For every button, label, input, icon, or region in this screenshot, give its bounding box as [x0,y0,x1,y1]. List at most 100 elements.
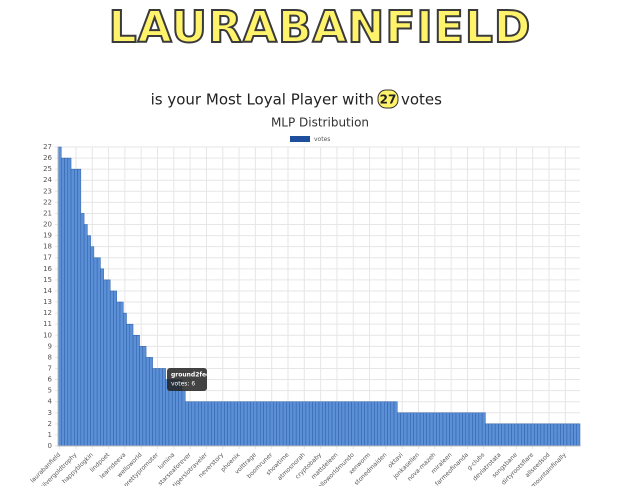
bar [77,168,82,447]
y-tick-label: 15 [43,276,52,284]
bar [292,401,297,447]
y-tick-label: 16 [43,265,52,273]
bar [426,412,431,447]
bar [198,401,202,447]
bar [328,401,333,447]
bar [181,390,186,447]
bar [136,335,140,447]
bar [521,423,525,447]
bar [269,401,274,447]
bar [188,401,193,447]
bar [184,401,189,447]
bar [455,412,460,447]
y-tick-label: 17 [43,254,52,262]
bar [387,401,392,447]
y-tick-label: 9 [48,342,52,350]
bar [132,335,137,447]
bar [217,401,222,447]
y-tick-label: 22 [43,198,52,206]
bar [511,423,515,447]
bar [462,412,467,447]
bar [201,401,206,447]
bar [87,235,91,447]
bar [543,423,548,447]
y-tick-label: 25 [43,165,52,173]
bar [481,412,486,447]
bar [308,401,313,447]
y-tick-label: 13 [43,298,52,306]
bar [361,401,365,447]
badge: 27 [380,93,397,107]
bar [295,401,300,447]
bar [260,401,264,447]
tooltip-title: ground2feet [171,372,213,379]
bar [416,412,421,447]
y-tick-label: 1 [48,431,52,439]
y-tick-label: 20 [43,221,52,229]
y-tick-label: 2 [48,420,52,428]
bar [322,401,326,447]
bar [517,423,522,447]
bar [61,157,65,447]
y-tick-label: 26 [43,154,52,162]
bar [152,368,157,447]
bar [299,401,303,447]
tooltip-body: votes: 6 [171,381,195,388]
bar [74,168,78,447]
bar [64,157,69,447]
bar [194,401,199,447]
bar [459,412,463,447]
y-tick-label: 3 [48,409,52,417]
bar [230,401,235,447]
bar [419,412,424,447]
bar [569,423,574,447]
bar [211,401,215,447]
bar [370,401,375,447]
y-tick-label: 6 [48,376,53,384]
bar [243,401,248,447]
chart-title: MLP Distribution [271,116,369,130]
bar [488,423,493,447]
bar [338,401,343,447]
bar [83,224,88,447]
bar [472,412,476,447]
bar [266,401,271,447]
y-tick-label: 14 [43,287,52,295]
bar [553,423,558,447]
bar [305,401,310,447]
y-tick-label: 11 [43,320,52,328]
bar [204,401,209,447]
legend-label: votes [314,136,330,143]
y-tick-label: 18 [43,243,52,251]
bar [442,412,447,447]
bar [139,346,144,447]
bar [116,301,121,447]
bar [325,401,330,447]
subtitle-end: votes [401,91,442,109]
y-tick-label: 0 [48,442,52,450]
bar [240,401,245,447]
bar [256,401,261,447]
bar [377,401,382,447]
bar [106,279,111,447]
bar [214,401,219,447]
bar [357,401,362,447]
bar [145,357,150,447]
bar [384,401,388,447]
y-tick-label: 19 [43,232,52,240]
bar [573,423,577,447]
bar [142,346,147,447]
bar [354,401,359,447]
bar [331,401,336,447]
bar [413,412,418,447]
bar [318,401,323,447]
badge-bg [377,89,399,109]
bar [100,268,104,447]
bar [393,401,398,447]
bar [220,401,225,447]
bar [465,412,470,447]
y-tick-label: 10 [43,331,52,339]
bar [524,423,529,447]
bar [537,423,542,447]
logo: LAURABANFIELD [109,2,532,53]
